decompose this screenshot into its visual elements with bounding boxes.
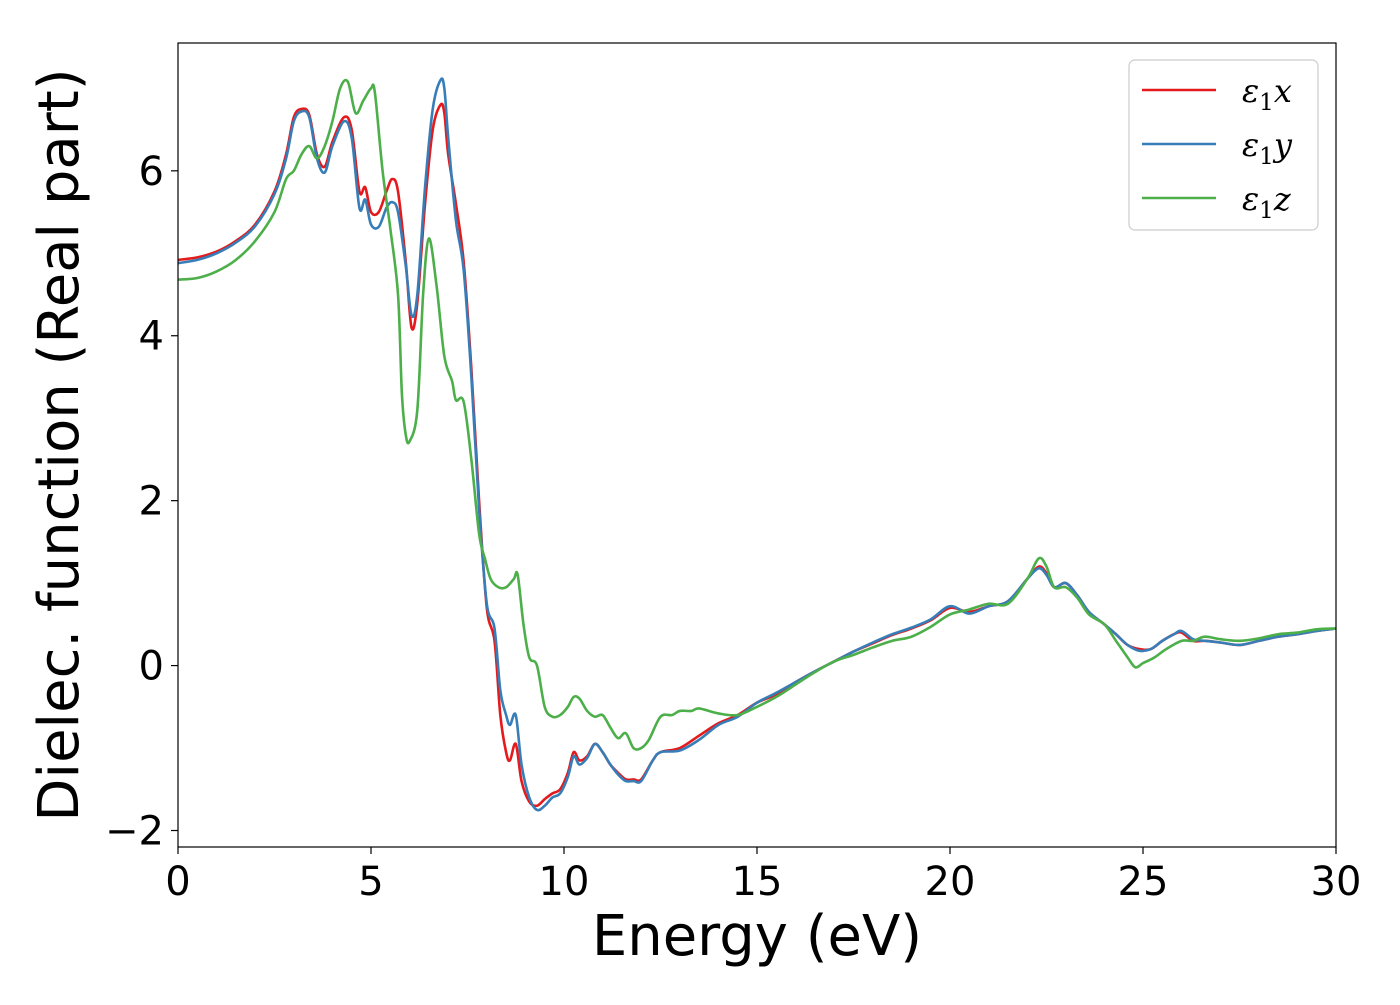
x-tick-label: 0 (165, 859, 190, 905)
x-tick-label: 25 (1118, 859, 1169, 905)
y-tick-label: 0 (139, 644, 164, 690)
y-axis-title: Dielec. function (Real part) (27, 68, 92, 821)
y-tick-label: 6 (139, 149, 164, 195)
x-tick-label: 5 (358, 859, 383, 905)
series-line-z (178, 78, 1336, 751)
legend-box (1128, 59, 1319, 231)
y-tick-label: 2 (139, 479, 164, 525)
x-tick-label: 20 (925, 859, 976, 905)
x-tick-label: 30 (1311, 859, 1362, 905)
legend-label-y: ε1y (1242, 126, 1293, 170)
legend-label-x: ε1x (1242, 72, 1292, 116)
y-tick-label: 4 (139, 314, 164, 360)
legend: ε1x ε1y ε1z (1128, 59, 1319, 231)
legend-items: ε1x ε1y ε1z (1142, 72, 1293, 224)
x-axis-title: Energy (eV) (592, 904, 922, 969)
series-line-y (178, 77, 1336, 812)
x-tick-label: 15 (732, 859, 783, 905)
lines-layer (178, 77, 1336, 812)
x-tick-label: 10 (539, 859, 590, 905)
y-tick-label: −2 (105, 809, 164, 855)
legend-label-z: ε1z (1242, 180, 1292, 224)
